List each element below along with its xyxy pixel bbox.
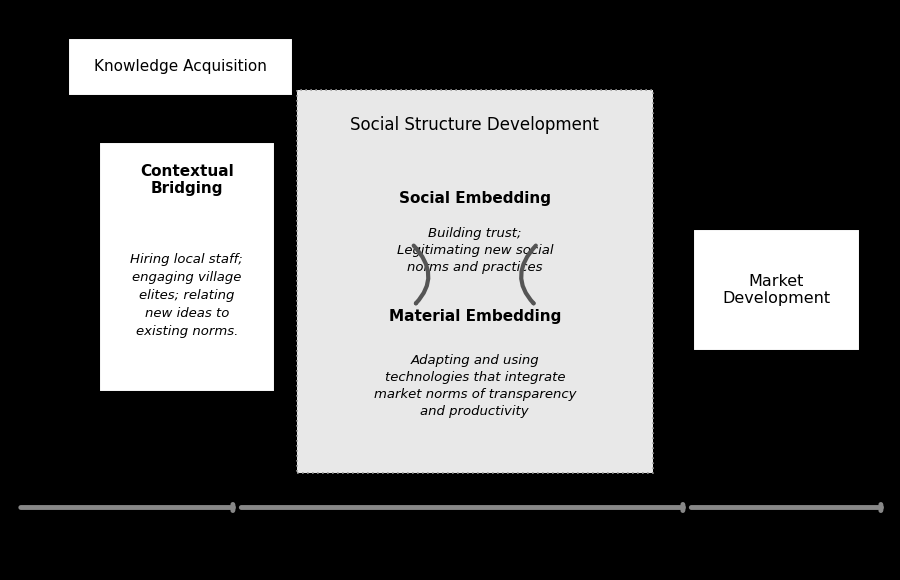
Text: Hiring local staff;
engaging village
elites; relating
new ideas to
existing norm: Hiring local staff; engaging village eli… bbox=[130, 253, 243, 338]
Text: Market
Development: Market Development bbox=[722, 274, 831, 306]
FancyBboxPatch shape bbox=[99, 142, 274, 392]
FancyBboxPatch shape bbox=[68, 38, 292, 96]
Text: Building trust;
Legitimating new social
norms and practices: Building trust; Legitimating new social … bbox=[397, 227, 553, 274]
Text: Adapting and using
technologies that integrate
market norms of transparency
and : Adapting and using technologies that int… bbox=[374, 354, 576, 418]
Text: Knowledge Acquisition: Knowledge Acquisition bbox=[94, 59, 266, 74]
Text: Contextual
Bridging: Contextual Bridging bbox=[140, 164, 234, 196]
FancyArrowPatch shape bbox=[521, 245, 535, 303]
Text: Social Embedding: Social Embedding bbox=[399, 191, 551, 206]
FancyArrowPatch shape bbox=[414, 245, 428, 303]
FancyBboxPatch shape bbox=[693, 229, 860, 351]
Text: Material Embedding: Material Embedding bbox=[389, 309, 561, 324]
Text: Social Structure Development: Social Structure Development bbox=[350, 115, 599, 134]
FancyBboxPatch shape bbox=[297, 90, 652, 473]
